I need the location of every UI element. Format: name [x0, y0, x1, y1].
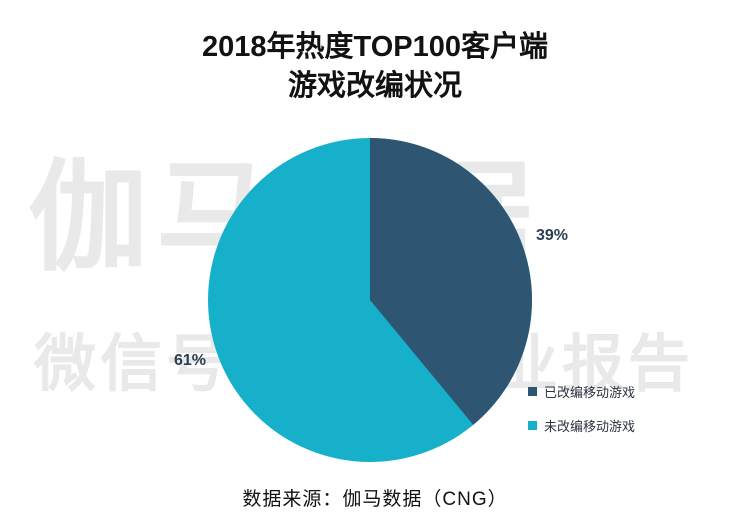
chart-legend: 已改编移动游戏 未改编移动游戏: [528, 382, 635, 450]
legend-item-1[interactable]: 未改编移动游戏: [528, 416, 635, 434]
pie-chart: [208, 138, 532, 462]
legend-swatch-icon: [528, 386, 537, 396]
chart-title-line-1: 2018年热度TOP100客户端: [202, 31, 548, 63]
legend-item-label: 未改编移动游戏: [544, 418, 636, 434]
legend-swatch-icon: [528, 420, 537, 430]
chart-title-line-2: 游戏改编状况: [287, 70, 462, 103]
chart-title: 2018年热度TOP100客户端 游戏改编状况: [0, 28, 750, 106]
pie-label-dark-percent: 39%: [536, 227, 569, 244]
pie-label-teal-percent: 61%: [174, 352, 207, 369]
pie-slice-已改编移动游戏[interactable]: [370, 138, 532, 425]
source-note: 数据来源：伽马数据（CNG）: [242, 489, 508, 510]
legend-item-0[interactable]: 已改编移动游戏: [528, 382, 635, 400]
legend-item-label: 已改编移动游戏: [544, 384, 636, 400]
